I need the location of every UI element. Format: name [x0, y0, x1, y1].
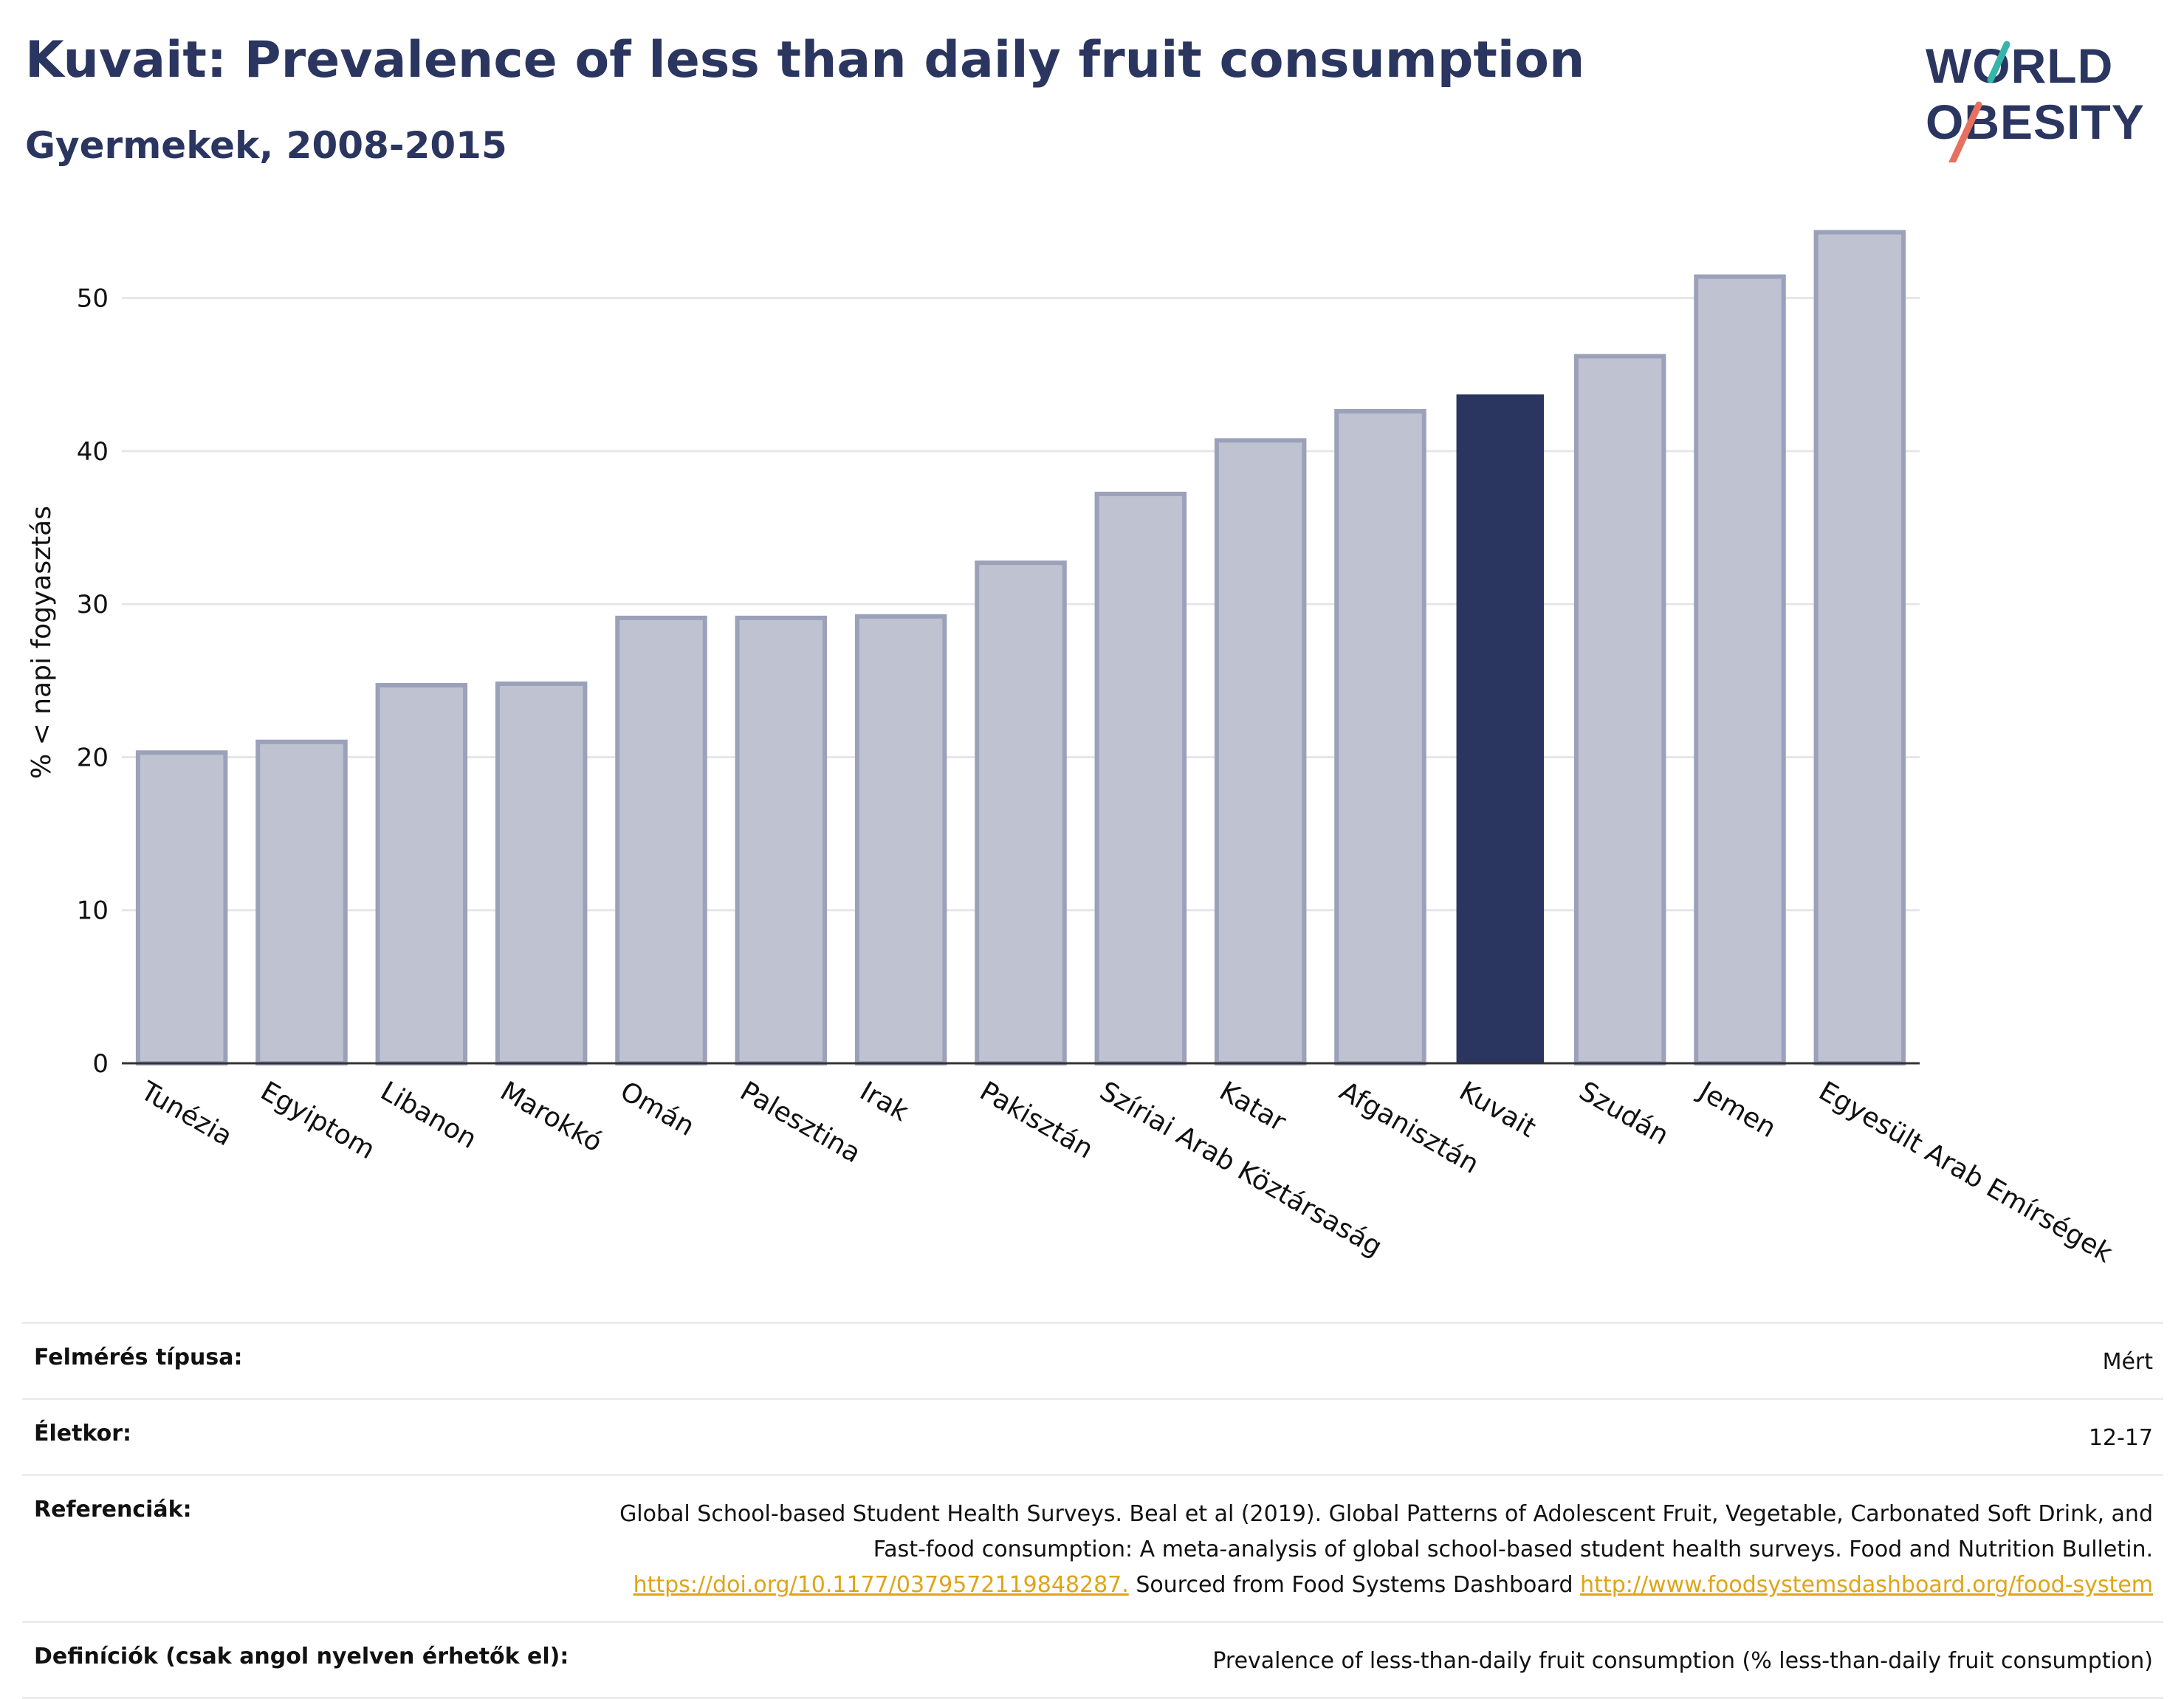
x-tick-label: Omán	[615, 1076, 699, 1142]
y-tick-label: 40	[77, 437, 109, 467]
y-tick-label: 0	[92, 1049, 109, 1079]
survey-label: Felmérés típusa:	[34, 1345, 243, 1370]
survey-value: Mért	[2102, 1349, 2153, 1375]
ref-text1: Global School-based Student Health Surve…	[619, 1501, 2153, 1562]
x-tick-label: Kuvait	[1454, 1076, 1541, 1144]
x-tick-label: Jemen	[1692, 1075, 1781, 1144]
world-obesity-logo: WORLD OBESITY	[1926, 38, 2144, 162]
info-row-definitions: Definíciók (csak angol nyelven érhetők e…	[22, 1621, 2163, 1699]
x-tick-label: Pakisztán	[975, 1076, 1098, 1164]
bar	[1214, 438, 1307, 1065]
logo-slash-coral	[1948, 101, 1982, 162]
x-tick-label: Szudán	[1574, 1076, 1674, 1151]
bar	[495, 681, 588, 1065]
x-tick-label: Egyesült Arab Emírségek	[1813, 1076, 2118, 1269]
bar	[1573, 354, 1666, 1065]
food-systems-link[interactable]: http://www.foodsystemsdashboard.org/food…	[1580, 1572, 2153, 1598]
ref-text2: Sourced from Food Systems Dashboard	[1136, 1572, 1573, 1598]
page-subtitle: Gyermekek, 2008-2015	[25, 124, 507, 167]
y-tick-label: 10	[77, 896, 109, 926]
info-row-references: Referenciák: Global School-based Student…	[22, 1474, 2163, 1621]
doi-link[interactable]: https://doi.org/10.1177/0379572119848287…	[633, 1572, 1129, 1598]
bar	[255, 739, 348, 1066]
y-tick-label: 50	[77, 284, 109, 314]
bar	[1694, 274, 1786, 1066]
page-title: Kuvait: Prevalence of less than daily fr…	[25, 31, 1585, 89]
bar	[1094, 491, 1187, 1066]
x-tick-label: Irak	[855, 1076, 914, 1127]
bar-highlight	[1456, 394, 1545, 1063]
bar	[1813, 230, 1906, 1066]
x-tick-label: Marokkó	[495, 1076, 608, 1158]
y-axis-label: % < napi fogyasztás	[27, 506, 57, 779]
bar	[135, 750, 228, 1066]
bar	[1334, 409, 1426, 1065]
age-value: 12-17	[2088, 1425, 2153, 1451]
info-row-age: Életkor: 12-17	[22, 1398, 2163, 1474]
def-label: Definíciók (csak angol nyelven érhetők e…	[34, 1644, 569, 1669]
def-value: Prevalence of less-than-daily fruit cons…	[1212, 1648, 2153, 1674]
logo-line1: WORLD	[1926, 38, 2113, 93]
info-row-survey: Felmérés típusa: Mért	[22, 1322, 2163, 1398]
info-table: Felmérés típusa: Mért Életkor: 12-17 Ref…	[22, 1322, 2163, 1699]
x-tick-label: Tunézia	[135, 1076, 238, 1153]
ref-value: Global School-based Student Health Surve…	[566, 1497, 2153, 1603]
ref-label: Referenciák:	[34, 1497, 192, 1523]
y-tick-label: 30	[77, 590, 109, 619]
x-tick-label: Palesztina	[735, 1076, 865, 1169]
x-tick-label: Libanon	[375, 1076, 481, 1155]
bar	[615, 615, 707, 1065]
logo-slash-teal	[1987, 41, 2010, 83]
bar	[735, 615, 828, 1065]
age-label: Életkor:	[34, 1421, 132, 1446]
y-tick-label: 20	[77, 743, 109, 772]
bar	[375, 683, 468, 1065]
bar	[854, 614, 947, 1065]
x-tick-label: Egyiptom	[255, 1076, 380, 1165]
bar	[975, 560, 1067, 1065]
x-tick-label: Katar	[1215, 1076, 1291, 1138]
